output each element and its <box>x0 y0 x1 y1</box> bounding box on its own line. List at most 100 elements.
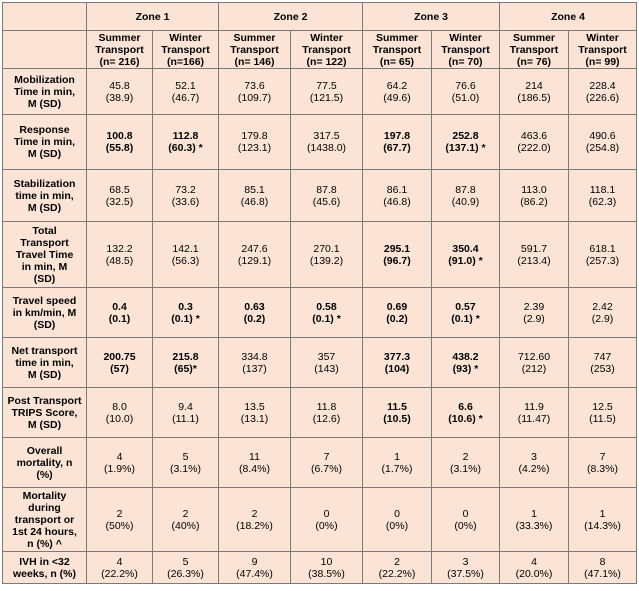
cell-value: 68.5 <box>109 183 130 196</box>
data-cell: 52.1 (46.7) <box>152 68 219 115</box>
data-cell: 10 (38.5%) <box>290 551 363 584</box>
table-body: Zone 1 Zone 2 Zone 3 Zone 4 Summer Transp… <box>2 2 637 584</box>
row-label-line: (SD) <box>33 272 56 285</box>
cell-sd: (40.9) <box>451 195 480 208</box>
cell-value: 5 <box>182 450 189 463</box>
cell-value: 11.5 <box>387 400 407 413</box>
cell-value: 0.57 <box>455 300 476 313</box>
data-cell: 618.1 (257.3) <box>568 221 637 288</box>
data-cell: 334.8 (137) <box>218 337 291 388</box>
data-cell: 3 (4.2%) <box>499 437 569 488</box>
cell-value: 3 <box>531 450 537 463</box>
cell-sd: (8.4%) <box>239 462 270 475</box>
cell-sd: (0.2) <box>386 312 408 325</box>
row-label-line: Time in min, <box>13 85 76 98</box>
results-table: Zone 1 Zone 2 Zone 3 Zone 4 Summer Transp… <box>2 2 637 584</box>
cell-value: 4 <box>116 555 123 568</box>
data-cell: 1 (14.3%) <box>568 487 637 552</box>
data-cell: 11.9 (11.47) <box>499 387 569 438</box>
row-label: Travel speed in km/min, M (SD) <box>2 287 87 338</box>
row-label-line: Mobilization <box>14 73 75 86</box>
data-cell: 5 (3.1%) <box>152 437 219 488</box>
cell-sd: (48.5) <box>105 254 134 267</box>
row-label-line: during <box>28 501 61 514</box>
cell-sd: (137) <box>242 362 267 375</box>
data-cell: 12.5 (11.5) <box>568 387 637 438</box>
row-label-line: M (SD) <box>27 201 62 214</box>
data-cell: 86.1 (46.8) <box>362 169 432 222</box>
data-cell: 7 (8.3%) <box>568 437 637 488</box>
table-row: Post Transport TRIPS Score, M (SD) 8.0 (10.0… <box>2 387 637 438</box>
row-label-line: Time in min, <box>13 136 76 148</box>
data-cell: 0 (0%) <box>431 487 500 552</box>
row-label: Net transport time in min, M (SD) <box>2 337 87 388</box>
cell-value: 52.1 <box>175 79 196 92</box>
table-row: Total Transport Travel Time in min, M (SD) 13… <box>2 221 637 288</box>
row-label-line: time in min, <box>15 189 74 202</box>
row-label-line: transport or <box>14 513 75 526</box>
row-label-line: TRIPS Score, <box>11 406 78 419</box>
cell-sd: (93) * <box>452 362 479 375</box>
cell-sd: (65)* <box>174 362 197 375</box>
cell-sd: (121.5) <box>309 91 344 104</box>
row-label: Overall mortality, n (%) <box>2 437 87 488</box>
data-cell: 4 (22.2%) <box>86 551 153 584</box>
row-label-line: Overall <box>26 444 63 457</box>
cell-value: 118.1 <box>589 183 616 196</box>
cell-value: 2.42 <box>592 300 613 313</box>
data-cell: 7 (6.7%) <box>290 437 363 488</box>
cell-sd: (62.3) <box>588 195 617 208</box>
row-label-line: Transport <box>20 236 69 249</box>
cell-value: 5 <box>182 555 189 568</box>
data-cell: 87.8 (40.9) <box>431 169 500 222</box>
cell-sd: (51.0) <box>451 91 480 104</box>
cell-sd: (0%) <box>385 519 409 532</box>
cell-value: 86.1 <box>386 183 408 196</box>
data-cell: 438.2 (93) * <box>431 337 500 388</box>
data-cell: 197.8 (67.7) <box>362 114 432 170</box>
data-cell: 8 (47.1%) <box>568 551 637 584</box>
data-cell: 68.5 (32.5) <box>86 169 153 222</box>
cell-sd: (129.1) <box>237 254 272 267</box>
cell-sd: (143) <box>314 362 339 375</box>
data-cell: 9 (47.4%) <box>218 551 291 584</box>
subheader-line: (n= 122) <box>306 55 347 68</box>
cell-sd: (49.6) <box>383 91 411 104</box>
zone-header: Zone 1 <box>86 2 219 31</box>
cell-value: 228.4 <box>589 79 616 92</box>
subheader-cell: Summer Transport (n= 146) <box>218 30 291 69</box>
cell-sd: (32.5) <box>105 195 134 208</box>
cell-value: 317.5 <box>313 130 340 142</box>
cell-value: 252.8 <box>452 130 479 142</box>
cell-sd: (38.9) <box>105 91 134 104</box>
cell-value: 438.2 <box>452 350 479 363</box>
cell-value: 142.1 <box>172 242 199 255</box>
row-label-line: Response <box>19 124 70 136</box>
row-label-line: Total <box>32 224 57 237</box>
cell-value: 2.39 <box>523 300 545 313</box>
cell-sd: (10.5) <box>383 412 411 425</box>
cell-value: 8.0 <box>112 400 127 413</box>
subheader-line: (n= 99) <box>585 55 620 68</box>
cell-sd: (1.7%) <box>381 462 413 475</box>
data-cell: 252.8 (137.1) * <box>431 114 500 170</box>
row-label-line: Travel speed <box>12 294 77 307</box>
data-cell: 118.1 (62.3) <box>568 169 637 222</box>
cell-sd: (40%) <box>171 519 200 532</box>
cell-sd: (33.3%) <box>515 519 553 532</box>
cell-sd: (26.3%) <box>167 567 204 580</box>
cell-sd: (0.1) <box>108 312 131 325</box>
row-label-line: in min, M <box>21 260 68 273</box>
cell-sd: (33.6) <box>171 195 200 208</box>
data-cell: 142.1 (56.3) <box>152 221 219 288</box>
subheader-line: Transport <box>302 43 351 56</box>
zone-header: Zone 3 <box>362 2 500 31</box>
cell-value: 747 <box>593 350 612 363</box>
table-row: IVH in <32 weeks, n (%) 4 (22.2%) 5 (26.3%) 9(… <box>2 551 637 584</box>
cell-value: 215.8 <box>172 350 199 363</box>
subheader-cell: Winter Transport (n= 99) <box>568 30 637 69</box>
data-cell: 2 (40%) <box>152 487 219 552</box>
data-cell: 4 (1.9%) <box>86 437 153 488</box>
cell-value: 7 <box>323 450 330 463</box>
cell-sd: (4.2%) <box>518 462 550 475</box>
